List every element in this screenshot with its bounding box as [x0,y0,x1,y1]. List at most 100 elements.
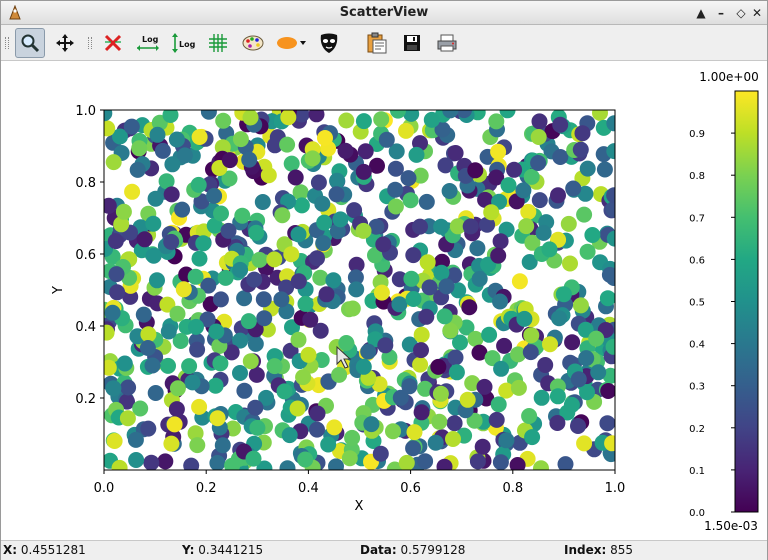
status-bar: X: 0.4551281 Y: 0.3441215 Data: 0.579912… [1,540,767,560]
scatter-point [479,216,496,233]
toolbar-grip[interactable] [88,37,92,49]
scatter-point [184,374,201,391]
scatter-point [104,110,113,122]
y-log-button[interactable]: Log [168,28,198,58]
x-log-button[interactable]: Log [133,28,163,58]
window-title: ScatterView [339,5,429,20]
scatter-point [290,273,307,290]
scatter-point [344,429,361,446]
scatter-chart[interactable]: 0.0 0.2 0.4 0.6 0.8 1.0 0.2 0.4 0.6 0.8 1.0 X Y 1… [1,62,767,540]
scatter-point [557,456,574,470]
scatter-point [456,110,472,119]
scatter-point [483,204,500,221]
scatter-point [287,169,304,186]
status-data: Data: 0.5799128 [360,543,465,557]
colorbar-tick-label: 0.3 [689,382,705,393]
scatter-point [175,281,192,298]
scatter-point [578,350,595,367]
plot-frame [103,109,616,471]
scatter-point [469,240,486,257]
toolbar-grip[interactable] [5,37,9,49]
scatter-point [245,450,262,467]
scatter-point [166,416,183,433]
colormap-button[interactable] [238,28,268,58]
scatter-point [266,137,283,154]
maximize-up-icon[interactable]: ▲ [696,6,706,20]
scatter-point [106,433,123,449]
move-arrows-icon [56,34,74,52]
scatter-points [104,110,615,470]
scatter-point [206,217,223,234]
restore-icon[interactable]: ◇ [736,6,746,20]
scatter-point [209,455,226,470]
scatter-point [232,332,249,349]
scatter-point [373,284,390,301]
copy-button[interactable] [362,28,392,58]
scatter-point [247,399,264,416]
scatter-point [119,393,135,410]
scatter-point [467,330,484,347]
scatter-point [405,440,422,457]
palette-icon [242,35,264,51]
scatter-point [510,379,527,396]
scatter-point [172,333,189,349]
grid-button[interactable] [203,28,233,58]
zoom-button[interactable] [15,28,45,58]
scatter-point [412,356,429,373]
scatter-point [163,233,180,250]
scatter-point [433,264,450,281]
scatter-point [488,113,505,130]
mask-button[interactable] [314,28,344,58]
scatter-point [572,297,589,314]
scatter-point [255,291,272,308]
scatter-point [315,235,332,252]
scatter-point [398,122,414,139]
pan-button[interactable] [50,28,80,58]
scatter-point [387,160,404,177]
minimize-icon[interactable]: – [718,6,724,20]
scatter-point [406,424,423,441]
app-icon [9,5,21,20]
scatter-point [242,110,259,126]
scatter-point [206,187,223,204]
scatter-point [266,358,283,375]
grid-icon [209,34,227,52]
floppy-icon [404,35,420,51]
status-y-label: Y: [182,543,195,557]
title-bar[interactable]: ScatterView ▲ – ◇ ✕ [1,1,767,25]
scatter-point [169,380,186,397]
scatter-point [385,423,401,440]
reset-button[interactable] [98,28,128,58]
scatter-point [116,355,133,372]
scatter-point [316,214,333,231]
scatter-point [289,400,306,417]
scatter-point [524,429,541,446]
scatter-point [377,337,394,354]
scatter-point [437,157,454,174]
scatter-point [391,271,408,288]
scatter-point [328,458,344,470]
scatter-point [452,334,468,351]
scatter-point [337,142,354,159]
scatter-point [386,461,403,470]
scatter-point [195,235,212,252]
scatter-point [436,308,453,325]
scatter-point [129,161,146,178]
symbol-button[interactable] [273,28,309,58]
save-button[interactable] [397,28,427,58]
print-button[interactable] [432,28,462,58]
scatter-point [191,250,208,267]
scatter-point [373,111,390,128]
scatter-point [531,192,548,209]
scatter-point [200,277,217,294]
scatter-point [418,193,435,210]
scatter-point [441,183,458,199]
scatter-point [246,271,263,288]
scatter-point [446,267,463,284]
close-icon[interactable]: ✕ [751,6,763,20]
scatter-point [537,357,554,373]
scatter-point [604,435,615,452]
scatter-point [449,218,466,235]
scatter-point [162,110,179,123]
